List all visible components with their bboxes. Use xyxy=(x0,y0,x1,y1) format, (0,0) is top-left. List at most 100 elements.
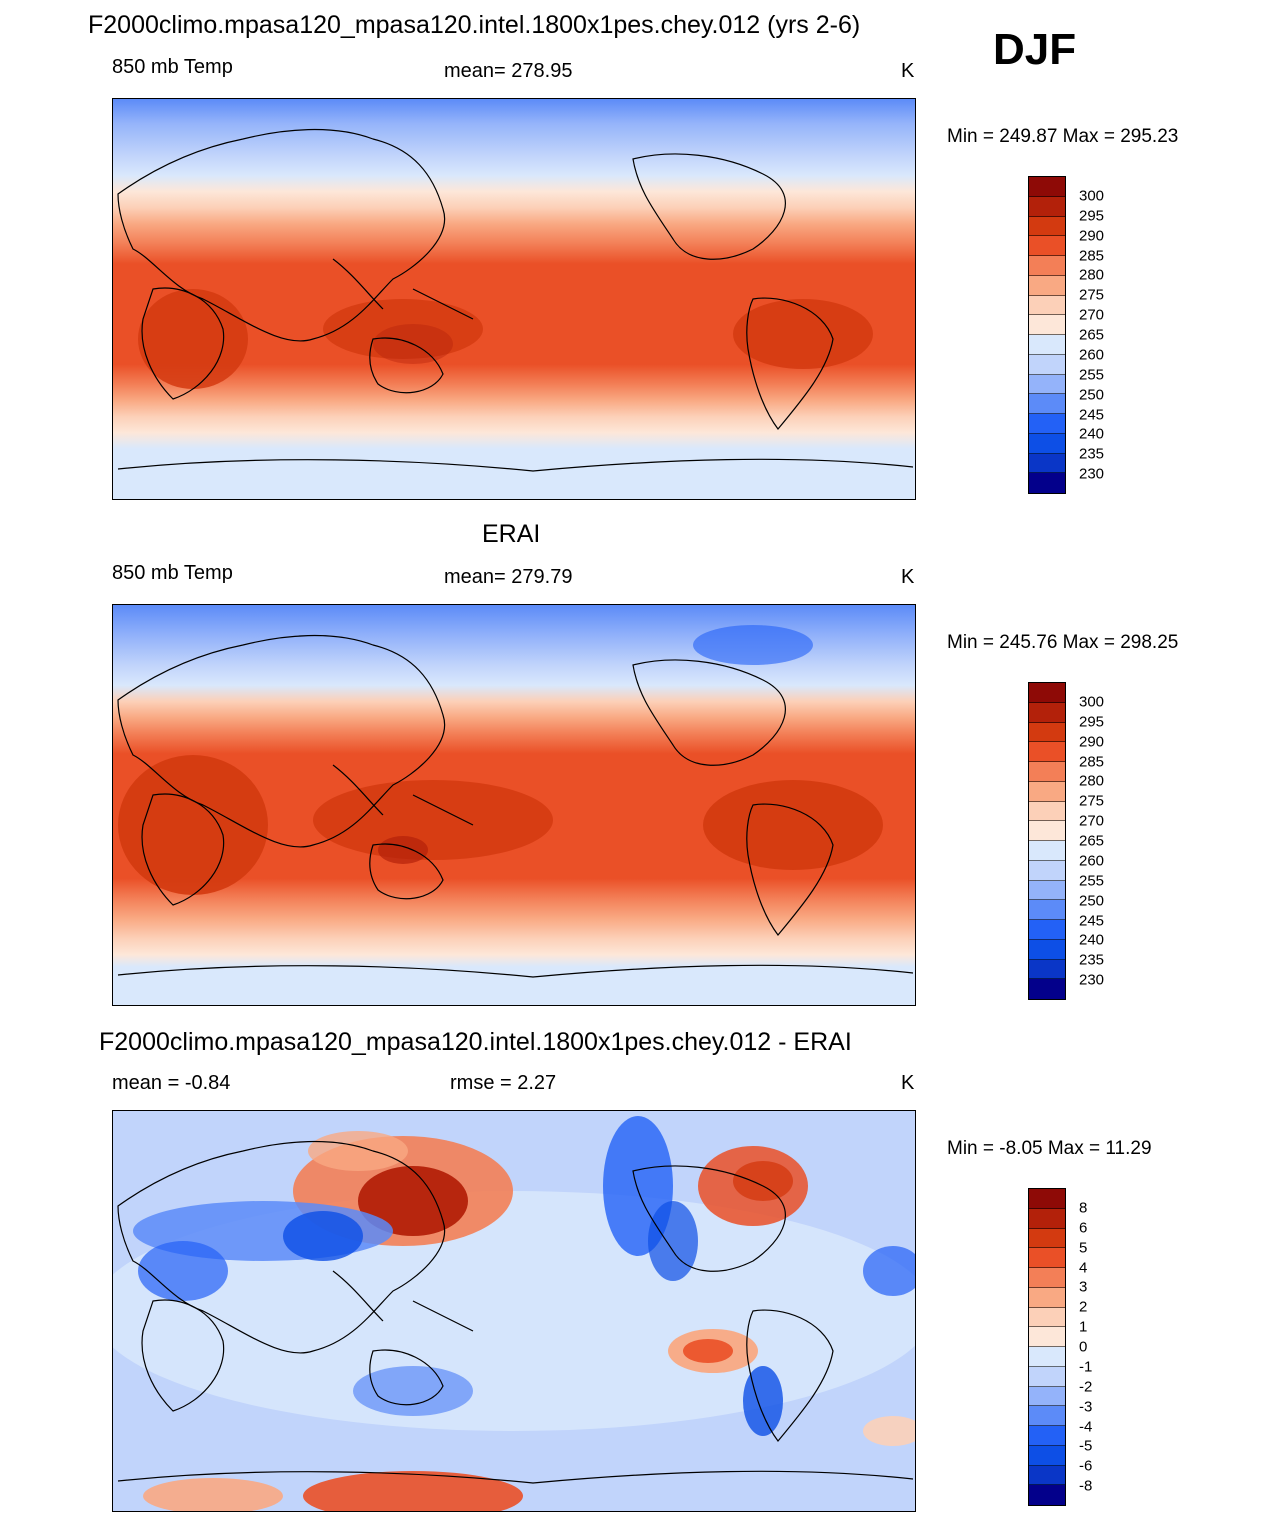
panel1-units-label: K xyxy=(901,60,915,82)
panel2-colorbar-cell xyxy=(1029,801,1065,822)
panel3-colorbar-cell xyxy=(1029,1386,1065,1407)
panel3-colorbar-tick: -5 xyxy=(1079,1437,1093,1455)
panel1-colorbar-cell xyxy=(1029,414,1065,434)
panel1-colorbar-cell xyxy=(1029,374,1065,395)
panel3-colorbar xyxy=(1028,1188,1066,1506)
panel2-colorbar-tick: 285 xyxy=(1079,753,1105,770)
panel1-colorbar-cell xyxy=(1029,295,1065,316)
panel1-colorbar-tick: 230 xyxy=(1079,465,1105,483)
panel2-colorbar-cell xyxy=(1029,722,1065,743)
panel1-variable-label: 850 mb Temp xyxy=(112,56,233,78)
panel3-colorbar-cell xyxy=(1029,1327,1065,1347)
panel3-colorbar-cell xyxy=(1029,1248,1065,1268)
panel1-mean-label: mean= 278.95 xyxy=(444,60,573,82)
panel1-title: F2000climo.mpasa120_mpasa120.intel.1800x… xyxy=(88,11,861,39)
panel1-colorbar-tick: 265 xyxy=(1079,326,1105,344)
panel1-colorbar-tick: 240 xyxy=(1079,425,1105,443)
panel1-minmax-label: Min = 249.87 Max = 295.23 xyxy=(947,126,1179,147)
panel3-colorbar-tick: 5 xyxy=(1079,1239,1088,1257)
panel1-colorbar-tick: 275 xyxy=(1079,286,1105,304)
panel1-colorbar-cell xyxy=(1029,433,1065,454)
panel2-colorbar-tick: 255 xyxy=(1079,872,1105,890)
panel1-colorbar-tick: 245 xyxy=(1079,406,1105,423)
panel1-colorbar-cell xyxy=(1029,473,1065,493)
panel2-colorbar xyxy=(1028,682,1066,1000)
panel1-colorbar-cell xyxy=(1029,315,1065,335)
panel1-colorbar-cell xyxy=(1029,275,1065,296)
panel2-colorbar-cell xyxy=(1029,979,1065,999)
panel1-colorbar-cell xyxy=(1029,256,1065,276)
panel2-colorbar-cell xyxy=(1029,939,1065,960)
panel1-colorbar-cell xyxy=(1029,177,1065,197)
panel2-minmax-label: Min = 245.76 Max = 298.25 xyxy=(947,632,1179,653)
panel1-colorbar xyxy=(1028,176,1066,494)
panel3-colorbar-cell xyxy=(1029,1307,1065,1328)
panel1-colorbar-cell xyxy=(1029,236,1065,256)
panel3-coastlines xyxy=(117,1140,914,1484)
panel2-colorbar-tick: 270 xyxy=(1079,812,1105,830)
panel3-colorbar-tick: 0 xyxy=(1079,1338,1088,1356)
panel3-mean-label: mean = -0.84 xyxy=(112,1072,231,1094)
panel1-coastlines xyxy=(117,128,914,472)
panel3-colorbar-cell xyxy=(1029,1189,1065,1209)
panel1-colorbar-tick: 235 xyxy=(1079,445,1105,463)
panel1-colorbar-tick: 285 xyxy=(1079,247,1105,264)
panel1-colorbar-cell xyxy=(1029,354,1065,375)
panel3-colorbar-cell xyxy=(1029,1208,1065,1229)
panel3-colorbar-tick: 6 xyxy=(1079,1219,1088,1237)
panel3-rmse-label: rmse = 2.27 xyxy=(450,1072,557,1094)
panel2-colorbar-cell xyxy=(1029,821,1065,841)
panel2-colorbar-cell xyxy=(1029,841,1065,861)
panel2-colorbar-tick: 300 xyxy=(1079,693,1105,711)
panel3-colorbar-tick: -3 xyxy=(1079,1398,1093,1416)
panel1-colorbar-tick: 255 xyxy=(1079,366,1105,384)
panel1-colorbar-tick: 280 xyxy=(1079,266,1105,284)
panel3-colorbar-cell xyxy=(1029,1406,1065,1426)
panel3-colorbar-tick: 2 xyxy=(1079,1298,1088,1316)
panel2-colorbar-tick: 235 xyxy=(1079,951,1105,969)
panel3-colorbar-cell xyxy=(1029,1347,1065,1367)
panel2-colorbar-cell xyxy=(1029,742,1065,762)
panel2-colorbar-cell xyxy=(1029,920,1065,940)
panel2-colorbar-cell xyxy=(1029,683,1065,703)
panel3-map xyxy=(112,1110,916,1512)
panel1-colorbar-cell xyxy=(1029,196,1065,217)
panel1-colorbar-tick: 290 xyxy=(1079,227,1105,245)
panel3-colorbar-cell xyxy=(1029,1426,1065,1446)
panel1-colorbar-cell xyxy=(1029,216,1065,237)
season-label: DJF xyxy=(993,25,1077,74)
panel2-colorbar-tick: 230 xyxy=(1079,971,1105,989)
panel3-colorbar-cell xyxy=(1029,1366,1065,1387)
panel2-units-label: K xyxy=(901,566,915,588)
panel3-colorbar-tick: -4 xyxy=(1079,1418,1093,1435)
panel2-colorbar-cell xyxy=(1029,900,1065,920)
panel1-colorbar-labels: 300 295 290 285 280 275 270 265 260 255 … xyxy=(1079,176,1139,494)
panel2-title: ERAI xyxy=(482,520,541,548)
panel2-colorbar-tick: 245 xyxy=(1079,912,1105,929)
panel3-colorbar-tick: -6 xyxy=(1079,1457,1093,1475)
panel2-map xyxy=(112,604,916,1006)
panel1-colorbar-cell xyxy=(1029,335,1065,355)
panel2-colorbar-tick: 280 xyxy=(1079,772,1105,790)
panel2-colorbar-cell xyxy=(1029,860,1065,881)
panel2-colorbar-labels: 300 295 290 285 280 275 270 265 260 255 … xyxy=(1079,682,1139,1000)
panel2-coastlines xyxy=(117,634,914,978)
panel2-colorbar-tick: 265 xyxy=(1079,832,1105,850)
panel3-colorbar-tick: -8 xyxy=(1079,1477,1093,1495)
panel1-colorbar-tick: 260 xyxy=(1079,346,1105,364)
panel2-colorbar-cell xyxy=(1029,762,1065,782)
panel3-colorbar-cell xyxy=(1029,1445,1065,1466)
panel3-colorbar-cell xyxy=(1029,1485,1065,1505)
panel3-colorbar-cell xyxy=(1029,1228,1065,1249)
panel3-colorbar-cell xyxy=(1029,1465,1065,1486)
panel3-minmax-label: Min = -8.05 Max = 11.29 xyxy=(947,1138,1152,1159)
panel1-colorbar-cell xyxy=(1029,394,1065,414)
panel3-colorbar-tick: -2 xyxy=(1079,1378,1093,1396)
panel2-colorbar-cell xyxy=(1029,702,1065,723)
panel2-colorbar-tick: 295 xyxy=(1079,713,1105,731)
panel2-colorbar-tick: 260 xyxy=(1079,852,1105,870)
panel2-variable-label: 850 mb Temp xyxy=(112,562,233,584)
panel3-units-label: K xyxy=(901,1072,915,1094)
panel2-colorbar-cell xyxy=(1029,880,1065,901)
panel1-colorbar-tick: 270 xyxy=(1079,306,1105,324)
